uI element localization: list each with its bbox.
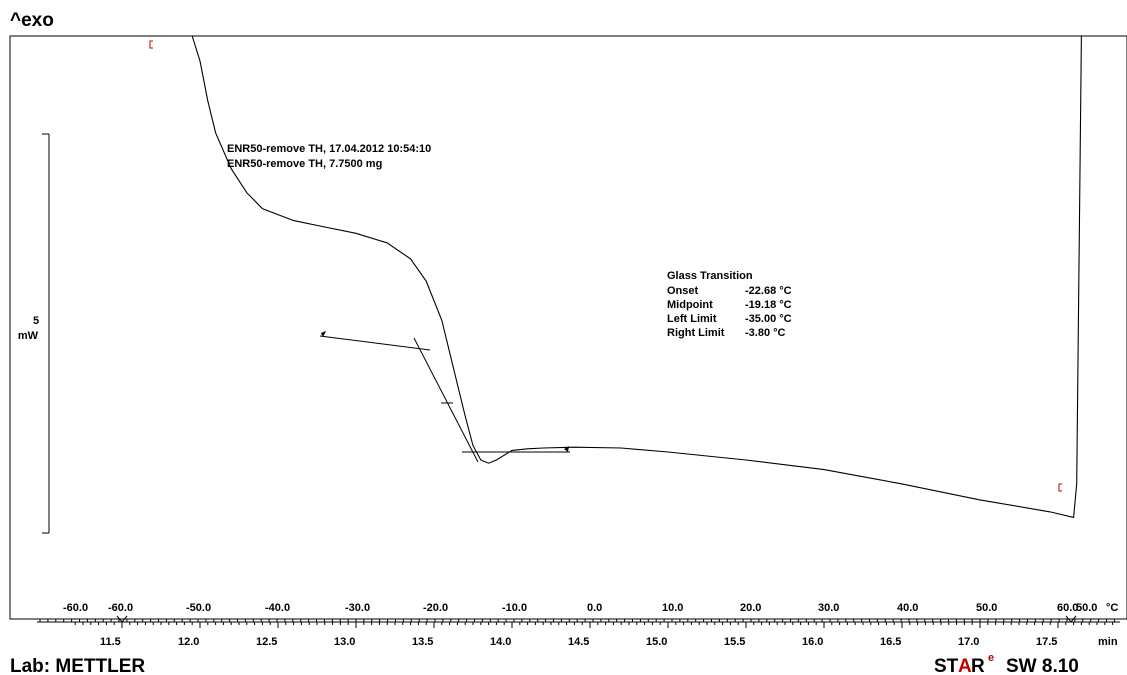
baseline-tangent-left <box>319 335 431 351</box>
plot-frame <box>9 35 1127 620</box>
dsc-curve <box>168 35 1090 519</box>
temperature-tick-label: -20.0 <box>423 602 448 614</box>
temperature-tick-label: 30.0 <box>818 602 839 614</box>
time-axis: 11.5 12.0 12.5 13.0 13.5 14.0 14.5 15.0 15.5 16.0… <box>74 622 1114 648</box>
time-tick-label: 13.5 <box>412 636 433 648</box>
exo-label: ^exo <box>10 10 54 31</box>
left-limit-flag <box>321 331 326 337</box>
midpoint-value: -19.18 °C <box>745 299 792 311</box>
range-start-bracket <box>149 40 153 49</box>
glass-transition-title: Glass Transition <box>667 270 753 282</box>
time-tick-label: 11.5 <box>100 636 121 648</box>
time-tick-label: 15.5 <box>724 636 745 648</box>
time-tick-label: 17.0 <box>958 636 979 648</box>
time-tick-label: 17.5 <box>1036 636 1057 648</box>
scale-bar-unit: mW <box>18 330 39 342</box>
glass-transition-results: Glass Transition Onset -22.68 °C Midpoin… <box>667 270 792 339</box>
temperature-tick-label: -40.0 <box>265 602 290 614</box>
software-name-a: A <box>958 656 972 675</box>
temperature-unit: °C <box>1106 602 1118 614</box>
software-name-st: ST <box>934 656 959 675</box>
left-limit-value: -35.00 °C <box>745 313 792 325</box>
temperature-tick-label: 60.0 <box>1057 602 1078 614</box>
time-tick-label: 12.0 <box>178 636 199 648</box>
time-tick-label: 16.0 <box>802 636 823 648</box>
time-tick-label: 15.0 <box>646 636 667 648</box>
time-unit: min <box>1098 636 1118 648</box>
scale-bar <box>42 133 50 534</box>
time-tick-label: 12.5 <box>256 636 277 648</box>
temperature-tick-label: 40.0 <box>897 602 918 614</box>
lab-label: Lab: METTLER <box>10 656 145 675</box>
time-tick-label: 16.5 <box>880 636 901 648</box>
left-limit-label: Left Limit <box>667 313 717 325</box>
range-brackets <box>149 40 1062 492</box>
temperature-tick-label: 10.0 <box>662 602 683 614</box>
software-superscript: e <box>988 652 994 664</box>
time-tick-label: 14.0 <box>490 636 511 648</box>
software-logo: ST A R e SW 8.10 <box>934 652 1079 675</box>
sample-info-line-2: ENR50-remove TH, 7.7500 mg <box>227 158 382 170</box>
temperature-axis: -60.0 -60.0 -50.0 -40.0 -30.0 -20.0 -10.0 0.0 10… <box>39 602 1115 623</box>
temperature-tick-label: -30.0 <box>345 602 370 614</box>
time-tick-label: 13.0 <box>334 636 355 648</box>
limit-markers <box>321 331 569 452</box>
time-tick-label: 14.5 <box>568 636 589 648</box>
tangent-lines <box>319 335 570 463</box>
onset-label: Onset <box>667 285 699 297</box>
range-end-bracket <box>1058 483 1062 492</box>
onset-value: -22.68 °C <box>745 285 792 297</box>
temperature-tick-label: 0.0 <box>587 602 602 614</box>
temperature-tick-label: 50.0 <box>976 602 997 614</box>
temperature-tick-label: -60.0 <box>108 602 133 614</box>
sample-info-line-1: ENR50-remove TH, 17.04.2012 10:54:10 <box>227 143 431 155</box>
software-name-r: R <box>971 656 985 675</box>
segment-marker <box>1065 615 1077 623</box>
temperature-tick-label: -10.0 <box>502 602 527 614</box>
midpoint-label: Midpoint <box>667 299 713 311</box>
temperature-tick-label: 50.0 <box>1076 602 1097 614</box>
right-limit-label: Right Limit <box>667 327 725 339</box>
temperature-tick-label: -50.0 <box>186 602 211 614</box>
inflection-tangent <box>413 337 479 463</box>
scale-bar-value: 5 <box>33 315 39 327</box>
temperature-tick-label: 20.0 <box>740 602 761 614</box>
right-limit-value: -3.80 °C <box>745 327 786 339</box>
software-version: SW 8.10 <box>1006 656 1079 675</box>
temperature-tick-label: -60.0 <box>63 602 88 614</box>
